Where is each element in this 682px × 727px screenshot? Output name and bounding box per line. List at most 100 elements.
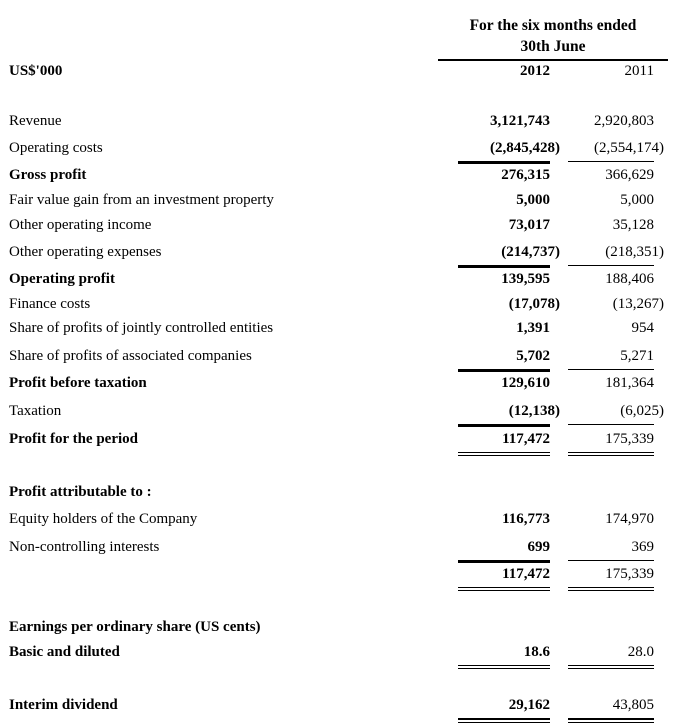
value-prior: 369 bbox=[631, 539, 655, 555]
value-prior: 5,000 bbox=[620, 192, 654, 208]
table-row: Taxation (12,138) (6,025) bbox=[0, 403, 682, 423]
underline-current bbox=[458, 161, 550, 164]
table-row: Basic and diluted 18.6 28.0 bbox=[0, 644, 682, 664]
underline-prior bbox=[568, 265, 654, 266]
table-row: Finance costs (17,078) (13,267) bbox=[0, 296, 682, 316]
table-row: Profit for the period 117,472 175,339 bbox=[0, 431, 682, 451]
value-current: 116,773 bbox=[502, 511, 550, 527]
value-prior: (13,267) bbox=[612, 296, 664, 312]
table-row: Interim dividend 29,162 43,805 bbox=[0, 697, 682, 717]
underline-current bbox=[458, 665, 550, 669]
underline-prior bbox=[568, 424, 654, 425]
table-row: Operating profit 139,595 188,406 bbox=[0, 271, 682, 291]
underline-prior bbox=[568, 718, 654, 723]
value-current: 117,472 bbox=[502, 566, 550, 582]
row-label: Interim dividend bbox=[9, 697, 118, 713]
row-label: Finance costs bbox=[9, 296, 91, 312]
row-label: Profit for the period bbox=[9, 431, 139, 447]
row-label: Taxation bbox=[9, 403, 62, 419]
value-prior: 174,970 bbox=[605, 511, 654, 527]
year-prior: 2011 bbox=[624, 63, 654, 79]
value-current: (17,078) bbox=[508, 296, 560, 312]
table-row: Other operating income 73,017 35,128 bbox=[0, 217, 682, 237]
year-current: 2012 bbox=[520, 63, 550, 79]
row-label: Basic and diluted bbox=[9, 644, 120, 660]
period-header-line2: 30th June bbox=[520, 38, 586, 55]
value-prior: (218,351) bbox=[605, 244, 664, 260]
value-current: 5,000 bbox=[516, 192, 550, 208]
column-header-row: US$'000 2012 2011 bbox=[0, 63, 682, 83]
row-label: Non-controlling interests bbox=[9, 539, 160, 555]
table-row: Share of profits of associated companies… bbox=[0, 348, 682, 368]
table-row: Operating costs (2,845,428) (2,554,174) bbox=[0, 140, 682, 160]
value-prior: (2,554,174) bbox=[594, 140, 664, 156]
value-prior: 188,406 bbox=[605, 271, 654, 287]
value-prior: 35,128 bbox=[612, 217, 654, 233]
currency-label: US$'000 bbox=[9, 63, 63, 79]
row-label: Revenue bbox=[9, 113, 62, 129]
underline-current bbox=[458, 369, 550, 372]
row-label: Profit attributable to : bbox=[9, 484, 152, 500]
row-label: Equity holders of the Company bbox=[9, 511, 198, 527]
underline-current bbox=[458, 587, 550, 591]
row-label: Share of profits of associated companies bbox=[9, 348, 252, 364]
value-prior: 175,339 bbox=[605, 431, 654, 447]
table-row: Equity holders of the Company 116,773 174,… bbox=[0, 511, 682, 531]
table-row: Profit before taxation 129,610 181,364 bbox=[0, 375, 682, 395]
period-header-line1: For the six months ended bbox=[469, 17, 637, 34]
row-label: Gross profit bbox=[9, 167, 87, 183]
underline-prior bbox=[568, 161, 654, 162]
table-row: Fair value gain from an investment prope… bbox=[0, 192, 682, 212]
table-row: Gross profit 276,315 366,629 bbox=[0, 167, 682, 187]
value-current: 129,610 bbox=[501, 375, 550, 391]
value-current: 5,702 bbox=[516, 348, 550, 364]
underline-current bbox=[458, 718, 550, 723]
value-prior: 43,805 bbox=[612, 697, 654, 713]
row-label: Other operating expenses bbox=[9, 244, 162, 260]
value-prior: 5,271 bbox=[620, 348, 654, 364]
row-label: Profit before taxation bbox=[9, 375, 147, 391]
value-prior: 28.0 bbox=[627, 644, 654, 660]
underline-prior bbox=[568, 560, 654, 561]
value-current: (12,138) bbox=[508, 403, 560, 419]
table-row: Other operating expenses (214,737) (218,35… bbox=[0, 244, 682, 264]
table-row: Profit attributable to : bbox=[0, 484, 682, 504]
value-current: 29,162 bbox=[508, 697, 550, 713]
underline-prior bbox=[568, 665, 654, 669]
underline-current bbox=[458, 452, 550, 456]
table-row: Non-controlling interests 699 369 bbox=[0, 539, 682, 559]
value-current: 699 bbox=[527, 539, 551, 555]
table-row: Earnings per ordinary share (US cents) bbox=[0, 619, 682, 639]
value-prior: 2,920,803 bbox=[594, 113, 654, 129]
row-label: Operating profit bbox=[9, 271, 115, 287]
value-prior: 181,364 bbox=[605, 375, 654, 391]
row-label: Earnings per ordinary share (US cents) bbox=[9, 619, 261, 635]
underline-current bbox=[458, 560, 550, 563]
value-current: 276,315 bbox=[501, 167, 550, 183]
row-label: Share of profits of jointly controlled e… bbox=[9, 320, 274, 336]
table-row: 117,472 175,339 bbox=[0, 566, 682, 586]
underline-prior bbox=[568, 452, 654, 456]
header-rule bbox=[438, 59, 668, 61]
value-prior: (6,025) bbox=[620, 403, 664, 419]
row-label: Other operating income bbox=[9, 217, 152, 233]
value-current: 1,391 bbox=[516, 320, 550, 336]
value-prior: 175,339 bbox=[605, 566, 654, 582]
value-current: 139,595 bbox=[501, 271, 550, 287]
table-row: Revenue 3,121,743 2,920,803 bbox=[0, 113, 682, 133]
value-current: 18.6 bbox=[523, 644, 550, 660]
row-label: Operating costs bbox=[9, 140, 103, 156]
value-prior: 954 bbox=[631, 320, 655, 336]
underline-prior bbox=[568, 587, 654, 591]
underline-current bbox=[458, 424, 550, 427]
table-row: Share of profits of jointly controlled e… bbox=[0, 320, 682, 340]
value-prior: 366,629 bbox=[605, 167, 654, 183]
underline-current bbox=[458, 265, 550, 268]
row-label: Fair value gain from an investment prope… bbox=[9, 192, 274, 208]
underline-prior bbox=[568, 369, 654, 370]
value-current: (214,737) bbox=[501, 244, 560, 260]
value-current: 117,472 bbox=[502, 431, 550, 447]
value-current: 3,121,743 bbox=[490, 113, 550, 129]
value-current: 73,017 bbox=[508, 217, 550, 233]
value-current: (2,845,428) bbox=[490, 140, 560, 156]
